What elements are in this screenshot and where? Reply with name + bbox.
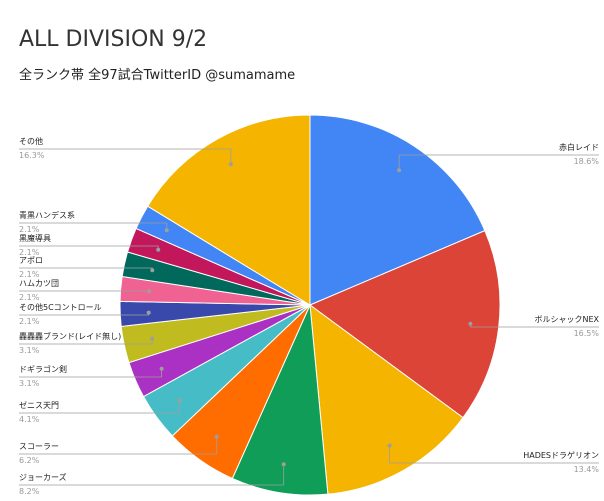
slice-percent-label: 2.1% [19, 293, 40, 302]
leader-dot [146, 310, 151, 315]
leader-line [389, 445, 599, 464]
leader-line [19, 148, 232, 165]
slice-label: ジョーカーズ [19, 472, 67, 482]
slice-label: スコーラー [19, 442, 59, 451]
slice-label: 青黒ハンデス系 [19, 210, 75, 220]
leader-line [19, 222, 168, 231]
leader-dot [468, 321, 473, 326]
leader-dot [177, 398, 182, 403]
leader-dot [147, 289, 152, 294]
slice-label: その他 [19, 136, 43, 146]
slice-label: 赤白レイド [559, 142, 599, 152]
chart-title: ALL DIVISION 9/2 [19, 27, 208, 52]
leader-dot [150, 336, 155, 341]
slice-percent-label: 16.5% [574, 329, 600, 338]
slice-label: ハムカツ団 [19, 279, 59, 288]
leader-line [19, 368, 163, 378]
leader-dot [214, 434, 219, 439]
slice-label: 轟轟轟ブランド(レイド無し) [19, 331, 121, 341]
pie-slice[interactable] [309, 114, 486, 306]
leader-dot [150, 268, 155, 273]
slice-percent-label: 6.2% [19, 456, 40, 465]
pie-slice[interactable] [231, 303, 329, 496]
slice-percent-label: 4.1% [19, 415, 40, 424]
chart-subtitle: 全ランク帯 全97試合TwitterID @sumamame [19, 68, 296, 83]
slice-percent-label: 2.1% [19, 225, 40, 234]
slice-percent-label: 3.1% [19, 379, 40, 388]
leader-dot [164, 228, 169, 233]
leader-dot [397, 168, 402, 173]
slice-percent-label: 2.1% [19, 270, 40, 279]
slice-label: その他5Cコントロール [19, 302, 102, 312]
leader-dot [156, 247, 161, 252]
slice-percent-label: 16.3% [19, 151, 45, 160]
leader-dot [281, 462, 286, 467]
slice-percent-label: 18.6% [574, 157, 600, 166]
slice-percent-label: 2.1% [19, 317, 40, 326]
slice-label: HADESドラゲリオン [523, 450, 599, 460]
pie-slice[interactable] [147, 114, 311, 306]
leader-dot [387, 443, 392, 448]
slice-label: アポロ [19, 256, 43, 265]
leader-line [19, 436, 218, 455]
pie-slice[interactable] [309, 303, 464, 495]
slice-percent-label: 3.1% [19, 346, 40, 355]
slice-label: 黒魔導具 [19, 233, 51, 243]
slice-percent-label: 13.4% [574, 465, 600, 474]
slice-label: ボルシャックNEX [534, 315, 599, 324]
slice-label: ゼニス天門 [19, 400, 59, 410]
leader-line [398, 154, 599, 171]
leader-line [19, 464, 285, 486]
slice-percent-label: 8.2% [19, 487, 40, 496]
leader-dot [228, 162, 233, 167]
leader-dot [159, 366, 164, 371]
leader-line [19, 400, 181, 414]
slice-percent-label: 2.1% [19, 248, 40, 257]
slice-label: ドギラゴン剣 [19, 364, 67, 374]
